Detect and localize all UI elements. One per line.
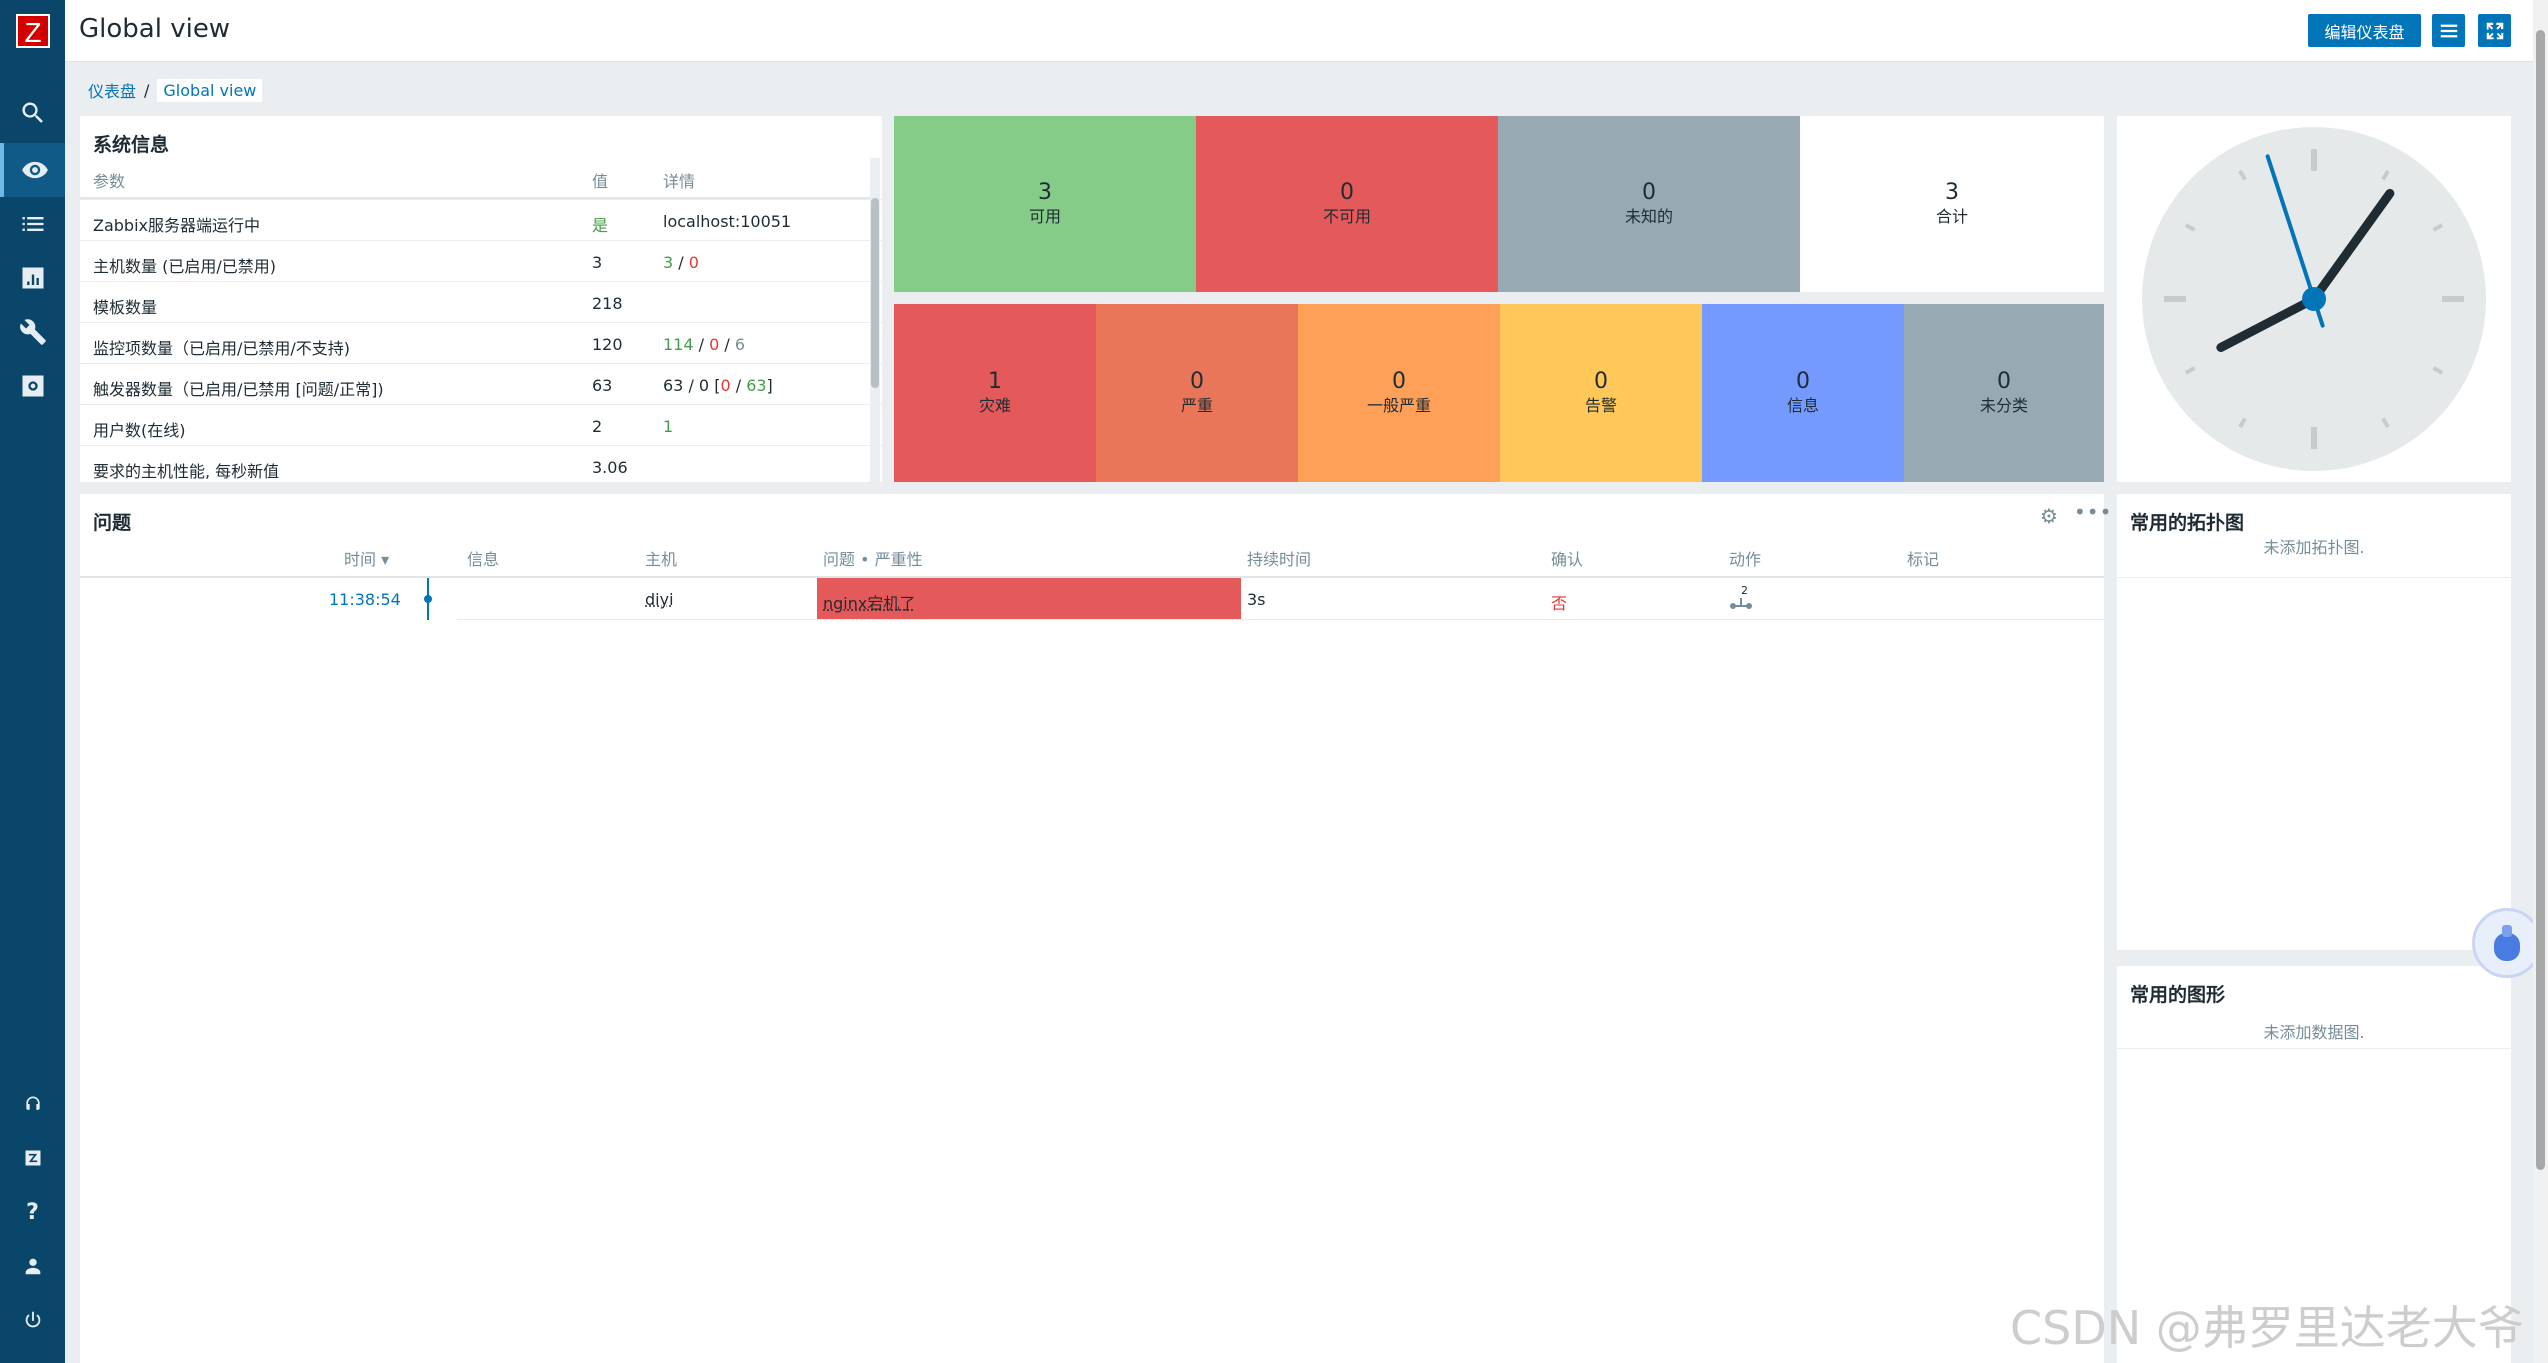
clock-tick <box>2381 417 2390 429</box>
breadcrumb-separator: / <box>144 80 150 100</box>
column-header-value: 值 <box>592 172 609 191</box>
clock-tick <box>2238 169 2247 181</box>
table-row: 主机数量 (已启用/已禁用) 3 3 / 0 <box>80 240 882 281</box>
severity-high-tile[interactable]: 0 严重 <box>1096 304 1298 482</box>
column-header-actions: 动作 <box>1729 550 1762 569</box>
problem-name-link[interactable]: nginx宕机了 <box>823 594 916 613</box>
table-row: 用户数(在线) 2 1 <box>80 404 882 445</box>
breadcrumb-dashboard-link[interactable]: 仪表盘 <box>88 82 137 101</box>
clock-hour-hand <box>2216 294 2319 352</box>
problem-actions-icon[interactable] <box>1729 590 1753 616</box>
sign-out-power-icon[interactable] <box>0 1293 65 1347</box>
search-icon[interactable] <box>0 86 65 140</box>
widget-settings-gear-icon[interactable]: ⚙ <box>2040 504 2058 528</box>
watermark-text: CSDN @弗罗里达老大爷 <box>2010 1301 2524 1355</box>
column-header-duration: 持续时间 <box>1247 550 1312 569</box>
timeline-dot <box>424 595 432 603</box>
administration-gear-icon[interactable] <box>0 359 65 413</box>
breadcrumb-current[interactable]: Global view <box>157 78 263 102</box>
host-availability-widget: 3 可用 0 不可用 0 未知的 3 合计 <box>894 116 2104 292</box>
severity-not-classified-tile[interactable]: 0 未分类 <box>1904 304 2104 482</box>
widget-more-options-icon[interactable]: ••• <box>2074 500 2113 524</box>
zabbix-share-icon[interactable] <box>0 1131 65 1185</box>
clock-tick <box>2238 417 2247 429</box>
header-bar: Global view 编辑仪表盘 <box>65 0 2533 62</box>
table-row: 监控项数量（已启用/已禁用/不支持) 120 114 / 0 / 6 <box>80 322 882 363</box>
severity-average-tile[interactable]: 0 一般严重 <box>1298 304 1500 482</box>
severity-information-tile[interactable]: 0 信息 <box>1702 304 1904 482</box>
page-title: Global view <box>79 14 231 44</box>
monitoring-eye-icon[interactable] <box>0 143 65 197</box>
page-scrollbar[interactable] <box>2533 0 2548 1363</box>
problem-ack-link[interactable]: 否 <box>1551 594 1568 613</box>
dashboard-menu-icon[interactable] <box>2432 14 2465 47</box>
column-header-problem-severity[interactable]: 问题 • 严重性 <box>823 550 923 569</box>
problems-widget: 问题 ⚙ ••• <box>80 494 2111 1363</box>
column-header-tags: 标记 <box>1907 550 1940 569</box>
problem-time-link[interactable]: 11:38:54 <box>329 590 401 609</box>
edit-dashboard-button[interactable]: 编辑仪表盘 <box>2308 14 2421 47</box>
host-unavailable-tile[interactable]: 0 不可用 <box>1196 116 1498 292</box>
clock-tick <box>2381 169 2390 181</box>
favorite-maps-title: 常用的拓扑图 <box>2130 512 2245 534</box>
column-header-param: 参数 <box>93 172 126 191</box>
problem-actions-count: 2 <box>1741 584 1748 597</box>
reports-chart-icon[interactable] <box>0 251 65 305</box>
column-header-host[interactable]: 主机 <box>645 550 678 569</box>
clock-widget <box>2117 116 2511 482</box>
configuration-wrench-icon[interactable] <box>0 305 65 359</box>
clock-tick <box>2432 223 2444 232</box>
column-header-ack: 确认 <box>1551 550 1584 569</box>
problems-by-severity-widget: 1 灾难 0 严重 0 一般严重 0 告警 0 信息 0 未分类 <box>894 304 2104 482</box>
host-total-tile[interactable]: 3 合计 <box>1800 116 2104 292</box>
system-info-widget: 系统信息 参数 值 详情 Zabbix服务器端运行中 是 localhost:1… <box>80 116 882 482</box>
clock-tick <box>2432 366 2444 375</box>
column-header-detail: 详情 <box>663 172 696 191</box>
support-headset-icon[interactable] <box>0 1077 65 1131</box>
inventory-list-icon[interactable] <box>0 197 65 251</box>
system-info-title: 系统信息 <box>93 134 170 156</box>
fullscreen-icon[interactable] <box>2478 14 2511 47</box>
column-header-time[interactable]: 时间 ▾ <box>344 550 390 569</box>
zabbix-logo[interactable]: Z <box>16 14 50 48</box>
problem-host-link[interactable]: diyi <box>645 590 674 609</box>
clock-face <box>2142 127 2486 471</box>
clock-minute-hand <box>2309 188 2395 304</box>
table-row: 触发器数量（已启用/已禁用 [问题/正常]) 63 63 / 0 [0 / 63… <box>80 363 882 404</box>
severity-disaster-tile[interactable]: 1 灾难 <box>894 304 1096 482</box>
clock-tick <box>2184 366 2196 375</box>
problems-title: 问题 <box>93 512 132 534</box>
favorite-graphs-widget: 常用的图形 未添加数据图. <box>2117 966 2511 1363</box>
table-row: 要求的主机性能, 每秒新值 3.06 <box>80 445 882 482</box>
problem-severity-cell <box>817 578 1241 619</box>
severity-warning-tile[interactable]: 0 告警 <box>1500 304 1702 482</box>
help-icon[interactable]: ? <box>26 1199 39 1225</box>
favorite-graphs-title: 常用的图形 <box>2130 984 2226 1006</box>
table-row: Zabbix服务器端运行中 是 localhost:10051 <box>80 199 882 240</box>
host-unknown-tile[interactable]: 0 未知的 <box>1498 116 1800 292</box>
problem-duration: 3s <box>1247 590 1266 609</box>
widget-scrollbar[interactable] <box>870 158 880 482</box>
column-header-info: 信息 <box>467 550 500 569</box>
maps-empty-message: 未添加拓扑图. <box>2263 538 2365 557</box>
sidebar: Z ? <box>0 0 65 1363</box>
host-available-tile[interactable]: 3 可用 <box>894 116 1196 292</box>
clock-tick <box>2184 223 2196 232</box>
breadcrumb: 仪表盘 / Global view <box>88 78 263 102</box>
floating-assistant-button[interactable] <box>2472 908 2542 978</box>
user-profile-icon[interactable] <box>0 1239 65 1293</box>
favorite-maps-widget: 常用的拓扑图 未添加拓扑图. <box>2117 494 2511 950</box>
graphs-empty-message: 未添加数据图. <box>2263 1023 2365 1042</box>
table-row: 模板数量 218 <box>80 281 882 322</box>
